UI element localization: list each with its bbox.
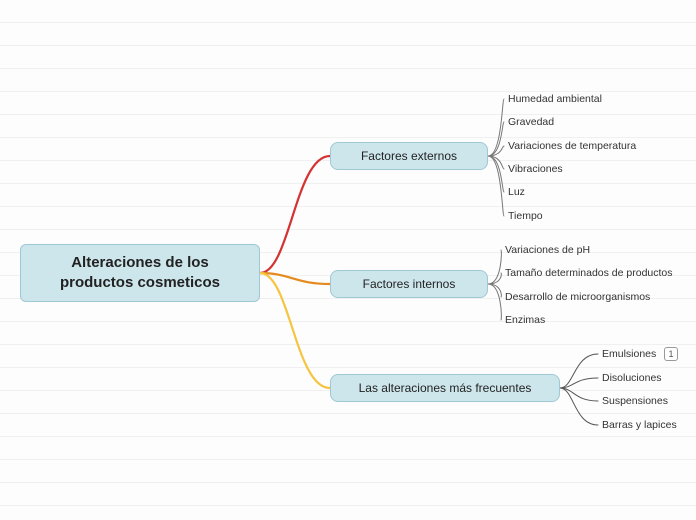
root-node[interactable]: Alteraciones de losproductos cosmeticos xyxy=(20,244,260,302)
leaf-node[interactable]: Luz xyxy=(508,186,525,198)
branch-label: Factores internos xyxy=(363,277,456,291)
leaf-node[interactable]: Desarrollo de microorganismos xyxy=(505,291,650,303)
leaf-node[interactable]: Tiempo xyxy=(508,210,543,222)
leaf-node[interactable]: Enzimas xyxy=(505,314,545,326)
leaf-node[interactable]: Emulsiones xyxy=(602,348,656,360)
branch-node-frecuentes[interactable]: Las alteraciones más frecuentes xyxy=(330,374,560,402)
leaf-node[interactable]: Vibraciones xyxy=(508,163,563,175)
leaf-node[interactable]: Suspensiones xyxy=(602,395,668,407)
leaf-node[interactable]: Tamaño determinados de productos xyxy=(505,267,673,279)
branch-label: Factores externos xyxy=(361,149,457,163)
root-label: Alteraciones de losproductos cosmeticos xyxy=(60,253,220,294)
leaf-node[interactable]: Gravedad xyxy=(508,116,554,128)
branch-node-externos[interactable]: Factores externos xyxy=(330,142,488,170)
leaf-node[interactable]: Barras y lapices xyxy=(602,419,677,431)
branch-node-internos[interactable]: Factores internos xyxy=(330,270,488,298)
leaf-node[interactable]: Variaciones de temperatura xyxy=(508,140,636,152)
leaf-badge: 1 xyxy=(664,347,678,361)
branch-label: Las alteraciones más frecuentes xyxy=(359,381,532,395)
leaf-node[interactable]: Variaciones de pH xyxy=(505,244,590,256)
leaf-node[interactable]: Humedad ambiental xyxy=(508,93,602,105)
leaf-node[interactable]: Disoluciones xyxy=(602,372,662,384)
